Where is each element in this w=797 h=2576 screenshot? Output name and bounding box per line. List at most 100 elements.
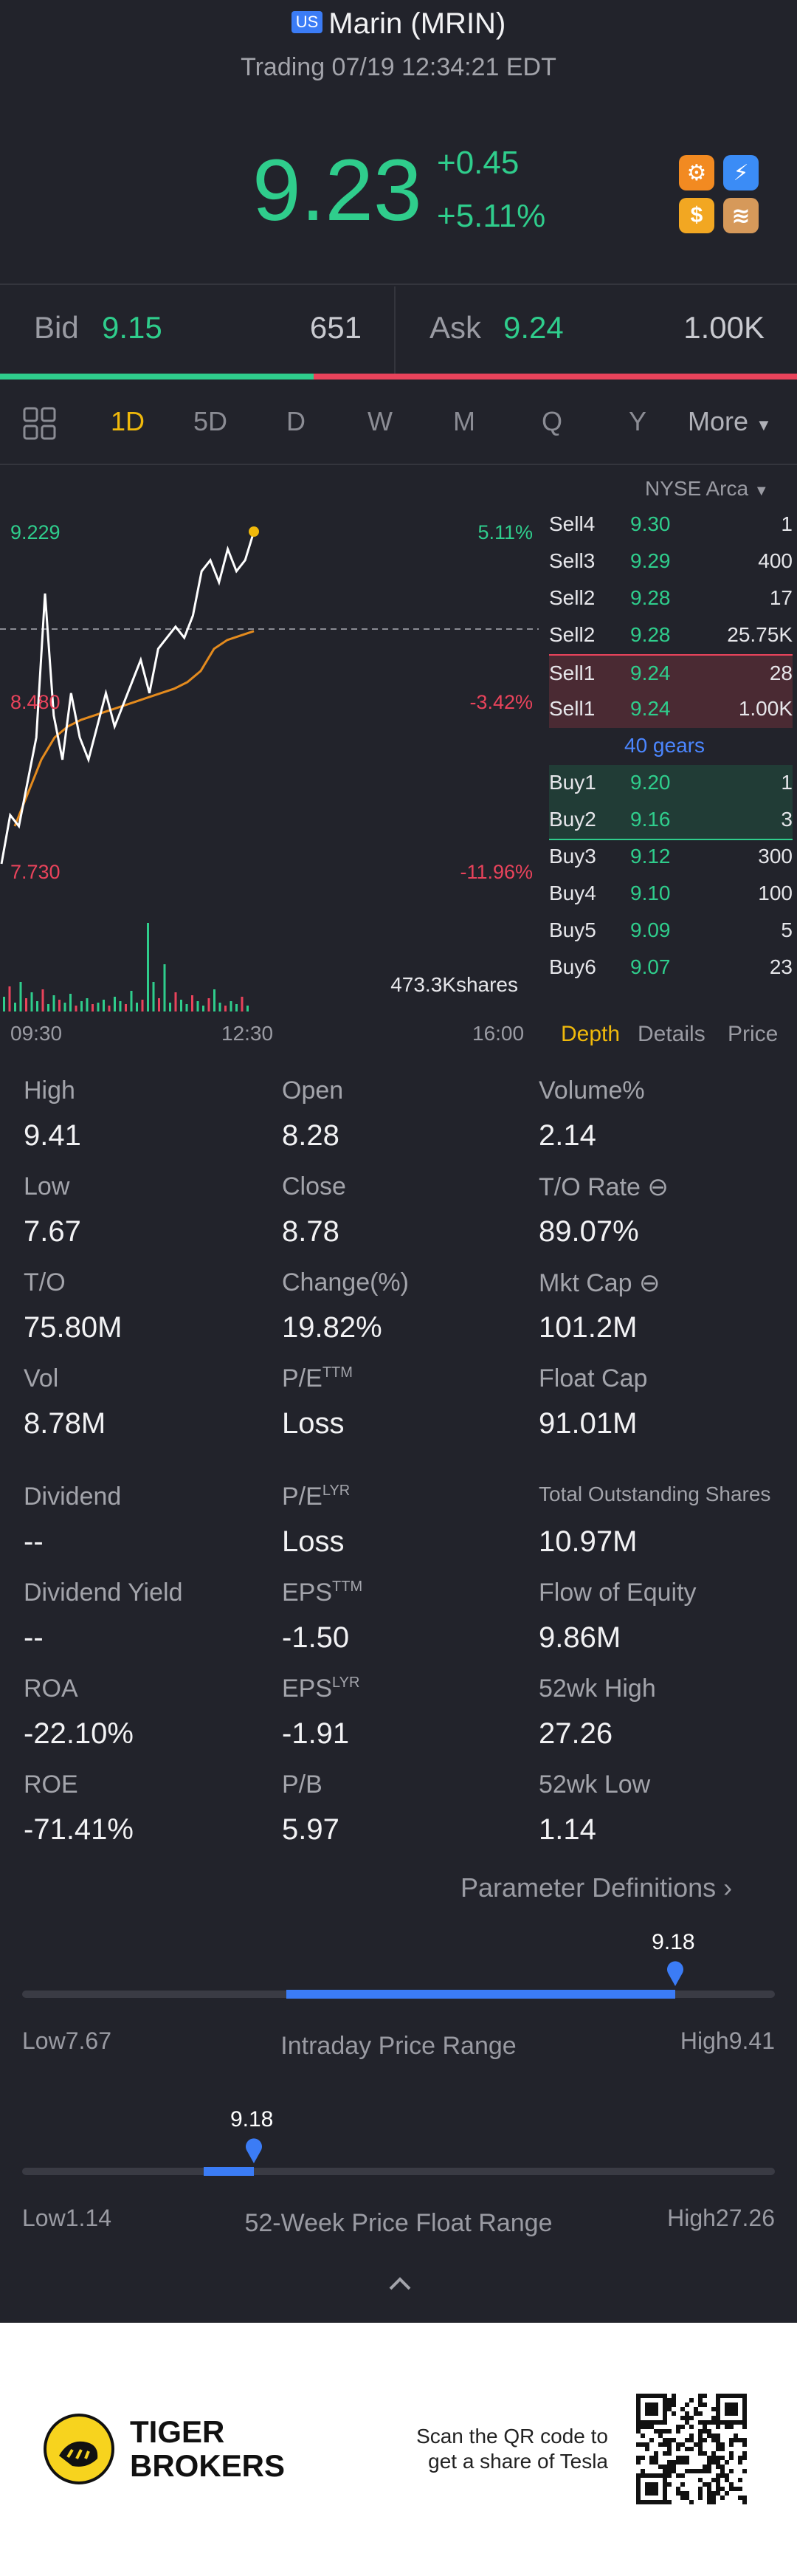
flash-icon[interactable]: ⚡: [723, 155, 759, 190]
stat-value: Loss: [282, 1407, 345, 1440]
stat-label-text: High: [24, 1076, 75, 1105]
qr-code[interactable]: [636, 2394, 747, 2504]
order-book-gears: 40 gears: [549, 728, 793, 765]
book-tab-depth[interactable]: Depth: [561, 1022, 621, 1046]
ask-label: Ask: [429, 310, 482, 345]
week52-current-value: 9.18: [230, 2107, 274, 2132]
order-price: 9.30: [630, 512, 671, 535]
tab-m[interactable]: M: [453, 406, 475, 436]
stat-label: Float Cap: [539, 1364, 647, 1393]
stack-icon[interactable]: ≋: [723, 198, 759, 233]
order-book-row: Buy5 9.09 5: [549, 913, 793, 949]
order-book-row: Buy1 9.20 1: [549, 765, 793, 802]
volume-bar: [30, 992, 33, 1011]
stat-label: Close: [282, 1172, 346, 1201]
order-book-row: Sell1 9.24 1.00K: [549, 691, 793, 728]
order-book-row: Sell2 9.28 25.75K: [549, 617, 793, 654]
tab-q[interactable]: Q: [542, 406, 563, 436]
stat-label-text: Low: [24, 1172, 70, 1201]
stat-value: 75.80M: [24, 1311, 123, 1344]
tab-more-label: More: [688, 406, 749, 436]
volume-bar: [196, 1001, 199, 1011]
stat-label: ROA: [24, 1675, 78, 1703]
stat-value: 19.82%: [282, 1311, 382, 1344]
order-qty: 25.75K: [727, 623, 793, 646]
intraday-range-title: Intraday Price Range: [280, 2032, 517, 2060]
volume-bar: [52, 995, 55, 1011]
stat-value: -22.10%: [24, 1717, 134, 1750]
volume-bar: [41, 989, 44, 1011]
order-price: 9.12: [630, 845, 671, 868]
stat-label: Dividend: [24, 1483, 121, 1511]
stat-label-superscript: LYR: [322, 1483, 351, 1499]
stat-label: Open: [282, 1076, 343, 1105]
grid-icon[interactable]: [22, 406, 58, 442]
volume-bar: [86, 998, 89, 1011]
stat-value: -71.41%: [24, 1813, 134, 1846]
stat-value: 89.07%: [539, 1215, 639, 1248]
stat-label-text: Float Cap: [539, 1364, 648, 1392]
bid-strength-bar: [0, 374, 314, 379]
last-price: 9.23: [252, 142, 422, 239]
exchange-selector[interactable]: NYSE Arca ▼: [645, 477, 769, 501]
divider: [0, 284, 797, 285]
info-icon[interactable]: ⊖: [632, 1269, 660, 1297]
ask-size: 1.00K: [683, 310, 765, 345]
tab-y[interactable]: Y: [629, 406, 647, 436]
book-tab-price[interactable]: Price: [728, 1022, 779, 1046]
volume-bar: [25, 998, 27, 1011]
stat-label-text: Dividend: [24, 1483, 122, 1511]
volume-total: 473.3Kshares: [390, 973, 518, 996]
tab-d[interactable]: D: [286, 406, 306, 436]
order-level-label: Sell1: [549, 662, 596, 684]
price-change: +0.45: [437, 145, 520, 181]
volume-bar: [207, 998, 210, 1011]
stat-label-text: P/E: [282, 1364, 322, 1392]
volume-bar: [169, 1003, 171, 1011]
intraday-chart[interactable]: [0, 473, 546, 1048]
order-price: 9.24: [630, 662, 671, 684]
collapse-chevron-icon[interactable]: [388, 2276, 412, 2292]
tab-more[interactable]: More ▼: [688, 406, 772, 437]
stat-label: Flow of Equity: [539, 1579, 697, 1607]
stat-value: 8.78M: [24, 1407, 106, 1440]
stat-label: High: [24, 1076, 75, 1105]
volume-bar: [213, 989, 215, 1011]
volume-bar: [103, 1000, 105, 1011]
tab-w[interactable]: W: [368, 406, 393, 436]
volume-bar: [80, 1001, 83, 1011]
tab-5d[interactable]: 5D: [193, 406, 228, 436]
stat-value: 9.86M: [539, 1621, 621, 1654]
order-level-label: Buy2: [549, 808, 596, 831]
volume-bar: [119, 1001, 122, 1011]
exchange-label: NYSE Arca: [645, 477, 749, 500]
volume-bar: [58, 1000, 61, 1011]
stat-value: --: [24, 1621, 44, 1654]
stat-label: 52wk High: [539, 1675, 656, 1703]
stat-label-text: Total Outstanding Shares: [539, 1483, 771, 1505]
stat-value: -1.50: [282, 1621, 350, 1654]
order-level-label: Sell1: [549, 697, 596, 720]
stat-label-superscript: TTM: [322, 1364, 353, 1381]
order-book-row: Sell1 9.24 28: [549, 654, 793, 693]
volume-bar: [147, 923, 149, 1011]
tab-1d[interactable]: 1D: [111, 406, 145, 436]
order-level-label: Buy3: [549, 845, 596, 868]
stat-value: 9.41: [24, 1119, 81, 1152]
caret-down-icon: ▼: [756, 416, 772, 434]
order-level-label: Buy4: [549, 882, 596, 904]
volume-bar: [136, 1003, 138, 1011]
order-level-label: Buy1: [549, 771, 596, 794]
options-icon[interactable]: ⚙: [679, 155, 714, 190]
volume-bar: [185, 1004, 188, 1011]
info-icon[interactable]: ⊖: [640, 1173, 669, 1201]
volume-bar: [3, 997, 5, 1011]
volume-bar: [191, 995, 193, 1011]
parameter-definitions-link[interactable]: Parameter Definitions ›: [460, 1872, 732, 1903]
stat-label-text: Volume%: [539, 1076, 645, 1105]
stat-value: Loss: [282, 1525, 345, 1558]
stat-label-text: Change(%): [282, 1268, 409, 1296]
book-tab-details[interactable]: Details: [638, 1022, 705, 1046]
volume-bar: [235, 1004, 238, 1011]
dollar-icon[interactable]: $: [679, 198, 714, 233]
